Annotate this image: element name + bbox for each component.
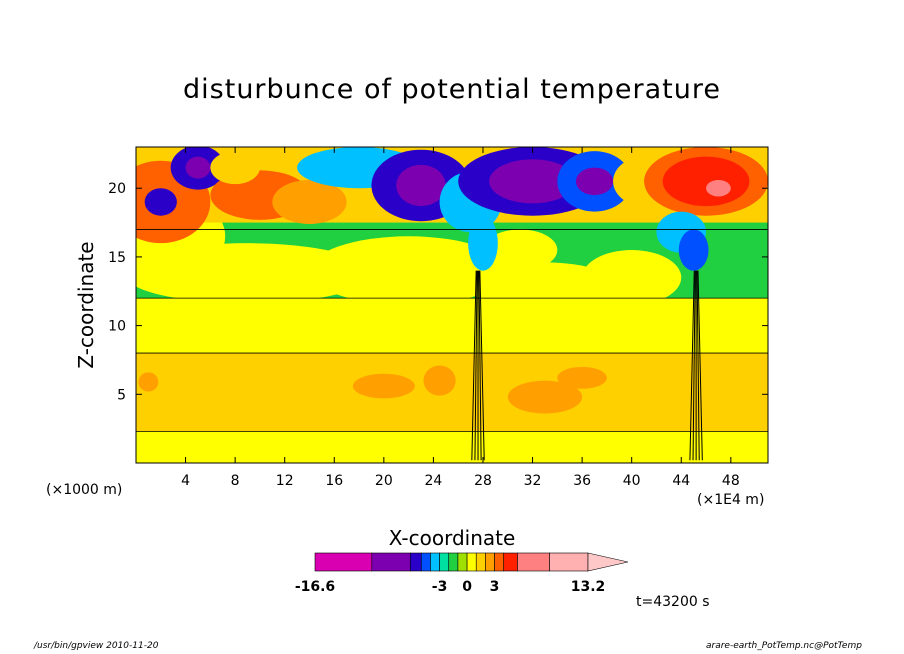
convective-contour (474, 270, 478, 461)
y-tick-label: 10 (108, 319, 126, 335)
convective-contour (697, 270, 703, 461)
colorbar-segment (549, 552, 589, 572)
disturbance-cell (468, 215, 498, 271)
warm-patch (582, 250, 682, 305)
disturbance-cell (272, 179, 347, 224)
disturbance-cell (575, 167, 614, 196)
convective-contour (696, 270, 700, 461)
time-label: t=43200 s (636, 594, 710, 610)
warm-patch (309, 236, 508, 305)
band-orange (136, 353, 768, 432)
colorbar-segment (466, 552, 477, 572)
band-yellow-low (136, 431, 768, 463)
warm-cell (557, 366, 607, 389)
colorbar-tick-label: 0 (462, 579, 472, 595)
colorbar-segment (409, 552, 422, 572)
colorbar-segment (494, 552, 505, 572)
colorbar-segment (448, 552, 459, 572)
x-unit-left: (×1000 m) (46, 482, 123, 498)
convective-contour (478, 270, 482, 461)
warm-patch (470, 262, 620, 312)
x-tick-label: 36 (573, 473, 591, 489)
convective-contour (692, 270, 696, 461)
colorbar-segment (503, 552, 518, 572)
y-tick-label: 20 (108, 181, 126, 197)
plot-frame (135, 146, 769, 464)
x-tick-label: 32 (524, 473, 542, 489)
y-ticks: 5 10 15 20 (108, 181, 768, 403)
colorbar-segment (475, 552, 486, 572)
warm-patch (482, 229, 558, 271)
x-axis-label: X-coordinate (388, 526, 516, 550)
x-tick-label: 8 (231, 473, 240, 489)
colorbar-segment (371, 552, 411, 572)
colorbar-segment (430, 552, 440, 572)
contour-field (136, 147, 768, 463)
x-tick-label: 12 (276, 473, 294, 489)
disturbance-cell (706, 179, 731, 197)
disturbance-cell (662, 156, 750, 207)
colorbar: -16.6 -3 0 3 13.2 (295, 552, 629, 595)
colorbar-segment (517, 552, 550, 572)
warm-cell (507, 380, 583, 414)
footer-left: /usr/bin/gpview 2010-11-20 (34, 641, 159, 651)
convective-contour (471, 270, 477, 461)
warm-cell (423, 365, 456, 396)
colorbar-tick-label: -3 (432, 579, 448, 595)
x-tick-label: 20 (375, 473, 393, 489)
footer-right: arare-earth_PotTemp.nc@PotTemp (706, 641, 862, 651)
x-tick-label: 16 (325, 473, 343, 489)
disturbance-cell (396, 164, 446, 207)
colorbar-segment (314, 552, 373, 572)
x-tick-label: 28 (474, 473, 492, 489)
disturbance-cell (210, 151, 260, 185)
chart-title: disturbunce of potential temperature (183, 74, 721, 105)
colorbar-segment (485, 552, 495, 572)
disturbance-cell (144, 188, 177, 216)
x-tick-label: 44 (672, 473, 690, 489)
warm-cell (138, 372, 159, 392)
colorbar-segment (439, 552, 450, 572)
colorbar-arrow (587, 552, 629, 572)
convective-contour (689, 270, 695, 461)
disturbance-cell (185, 156, 211, 179)
y-tick-label: 5 (117, 387, 126, 403)
colorbar-tick-label: 13.2 (571, 579, 606, 595)
colorbar-segment (457, 552, 468, 572)
x-unit-right: (×1E4 m) (697, 492, 765, 508)
colorbar-tick-label: -16.6 (295, 579, 335, 595)
convective-contour (479, 270, 485, 461)
disturbance-cell (489, 159, 576, 204)
y-tick-label: 15 (108, 250, 126, 266)
x-tick-label: 4 (181, 473, 190, 489)
disturbance-cell (678, 229, 709, 271)
colorbar-segment (420, 552, 431, 572)
x-tick-label: 48 (722, 473, 740, 489)
colorbar-tick-label: 3 (490, 579, 500, 595)
x-tick-label: 40 (623, 473, 641, 489)
warm-patch (136, 243, 372, 304)
x-tick-label: 24 (424, 473, 442, 489)
warm-cell (352, 373, 415, 399)
band-yellow-mid (136, 298, 768, 354)
x-ticks: 4 8 12 16 20 24 28 32 36 40 44 48 (181, 147, 740, 489)
